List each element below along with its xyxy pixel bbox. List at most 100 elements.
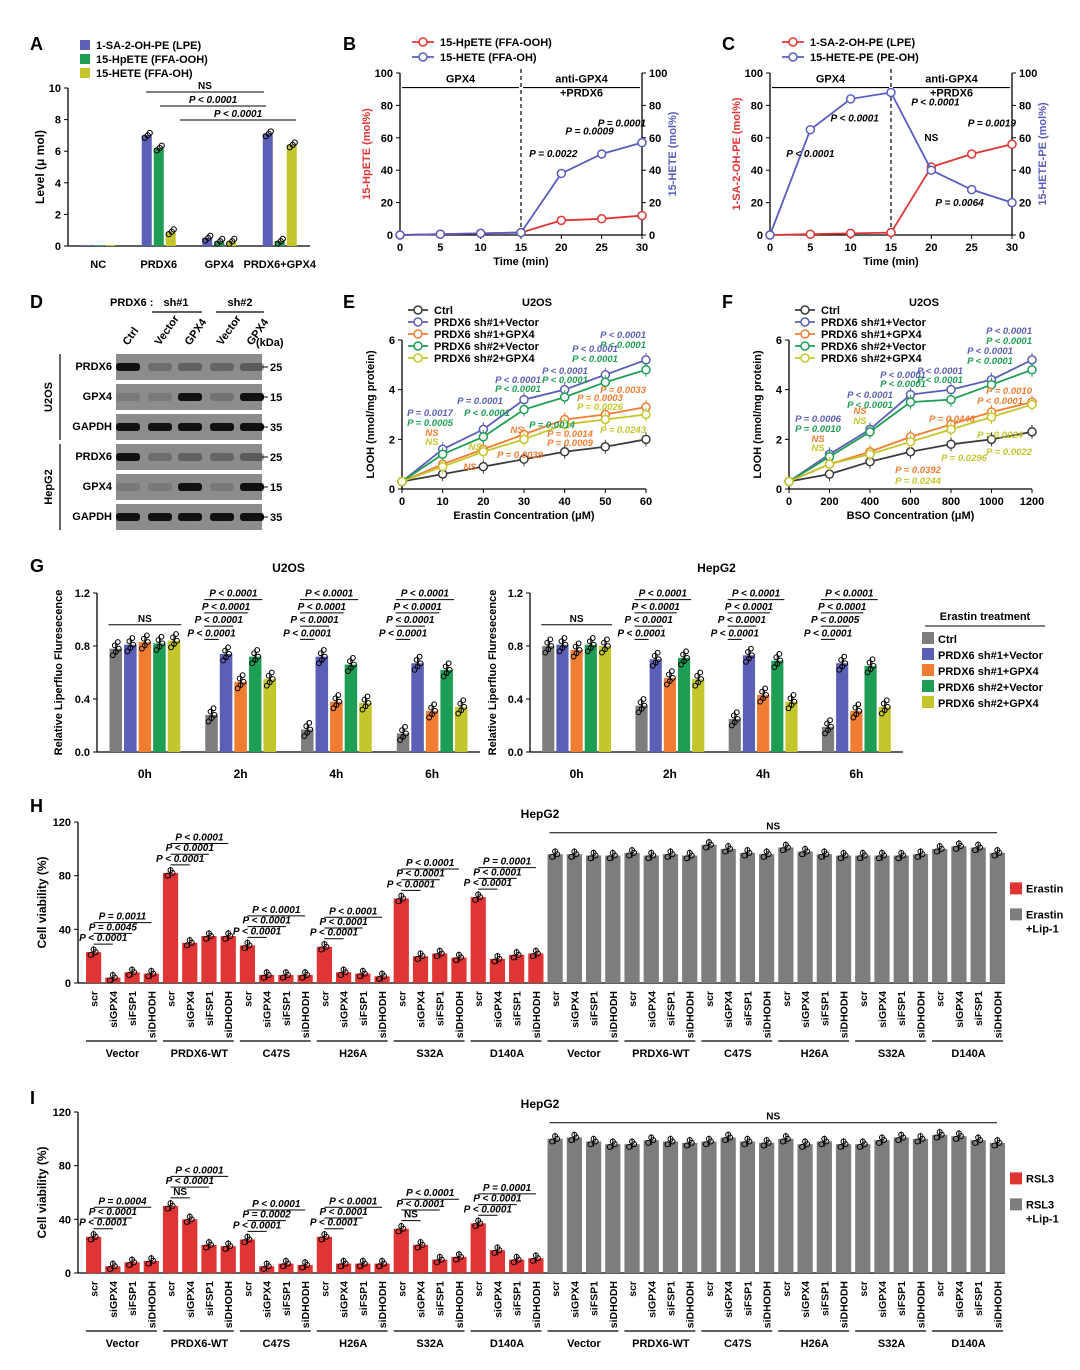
data-point xyxy=(146,129,153,137)
data-point xyxy=(571,1131,578,1138)
x-tick-label: scr xyxy=(242,991,254,1007)
significance-label: P < 0.0001 xyxy=(406,1188,455,1199)
data-point xyxy=(544,639,551,646)
legend-marker xyxy=(788,52,798,62)
bar xyxy=(585,855,602,983)
data-point xyxy=(741,1141,748,1148)
panel-letter-B: B xyxy=(343,34,356,54)
data-point xyxy=(933,848,940,855)
p-value: P = 0.0005 xyxy=(407,418,454,429)
x-axis-title: Time (min) xyxy=(863,256,919,268)
panel-letter-H: H xyxy=(30,796,43,816)
x-tick-label: scr xyxy=(319,991,331,1007)
cell-line-label: HepG2 xyxy=(43,469,55,504)
data-point xyxy=(683,648,689,655)
p-value: P < 0.0001 xyxy=(600,330,646,341)
x-tick-label: GPX4 xyxy=(205,259,235,271)
group-label: S32A xyxy=(878,1338,906,1350)
blot-band xyxy=(116,363,140,371)
p-value: P = 0.0003 xyxy=(577,393,624,404)
y-tick-label: 0 xyxy=(1019,230,1025,242)
x-tick-label: 15 xyxy=(885,242,897,254)
data-point xyxy=(362,703,369,710)
legend-marker xyxy=(800,341,810,351)
x-tick-label: siDHODH xyxy=(454,1281,466,1328)
data-point xyxy=(637,699,644,706)
significance-label: P = 0.0002 xyxy=(243,1210,292,1221)
data-point xyxy=(234,685,241,692)
bar xyxy=(932,848,948,983)
p-value: P < 0.0001 xyxy=(977,396,1023,407)
data-point xyxy=(291,139,298,146)
x-tick-label: siDHODH xyxy=(223,1281,235,1328)
data-point xyxy=(991,852,998,859)
data-point xyxy=(158,142,165,149)
data-point xyxy=(126,971,133,978)
data-point xyxy=(994,847,1001,854)
data-point xyxy=(513,1253,520,1260)
data-point xyxy=(664,1141,671,1148)
data-point xyxy=(263,1260,270,1267)
significance-label: P = 0.0004 xyxy=(98,1196,147,1207)
data-point xyxy=(413,657,420,663)
y-tick-label: 100 xyxy=(649,68,667,80)
data-point xyxy=(886,87,896,98)
data-point xyxy=(356,973,363,980)
data-point xyxy=(494,1244,501,1251)
data-point xyxy=(443,670,450,677)
bar xyxy=(701,844,717,983)
data-point xyxy=(114,639,121,645)
data-point xyxy=(164,1205,171,1212)
blot-band xyxy=(210,453,234,461)
p-value: P < 0.0001 xyxy=(600,340,646,351)
panel-letter-A: A xyxy=(30,34,43,54)
data-point xyxy=(130,641,137,648)
data-point xyxy=(516,227,526,238)
bar xyxy=(585,1141,602,1273)
data-point xyxy=(299,974,306,981)
data-point xyxy=(879,1134,886,1141)
data-point xyxy=(260,1265,267,1272)
bar xyxy=(547,1138,563,1273)
p-value: NS xyxy=(468,442,482,453)
data-point xyxy=(853,711,860,718)
bar xyxy=(728,718,741,752)
data-point xyxy=(254,647,261,653)
bar xyxy=(412,956,429,983)
data-point xyxy=(859,849,866,856)
x-tick-label: siDHODH xyxy=(531,1281,543,1328)
data-point xyxy=(936,1129,943,1136)
bar xyxy=(451,957,467,983)
significance-label: P < 0.0001 xyxy=(464,878,513,889)
data-point xyxy=(226,651,232,657)
data-point xyxy=(109,652,116,659)
p-value: NS xyxy=(425,428,439,439)
x-tick-label: siGPX4 xyxy=(339,991,351,1028)
data-point xyxy=(455,710,462,717)
data-point xyxy=(777,657,784,664)
data-point xyxy=(547,636,554,643)
p-value: P = 0.0392 xyxy=(895,465,942,476)
legend-marker xyxy=(418,37,428,47)
data-point xyxy=(268,669,275,676)
data-point xyxy=(606,1143,613,1150)
data-point xyxy=(416,653,423,660)
group-label: D140A xyxy=(951,1048,985,1060)
x-tick-label: 20 xyxy=(925,242,937,254)
x-tick-label: 5 xyxy=(437,242,443,254)
data-point xyxy=(799,1143,806,1150)
significance-label: P < 0.0001 xyxy=(305,589,354,600)
bar xyxy=(663,677,676,752)
data-point xyxy=(596,149,607,159)
blot-band xyxy=(210,483,234,491)
bar xyxy=(528,953,544,983)
data-point xyxy=(186,1213,193,1220)
x-axis-title: Erastin Concentration (μM) xyxy=(453,510,595,522)
data-point xyxy=(898,1131,905,1138)
significance-label: P < 0.0001 xyxy=(195,615,244,626)
p-value: P < 0.0001 xyxy=(831,114,880,125)
data-point xyxy=(683,1142,690,1149)
legend-swatch xyxy=(80,40,90,50)
group-label: H26A xyxy=(339,1338,367,1350)
y-tick-label: 0.4 xyxy=(508,694,524,706)
